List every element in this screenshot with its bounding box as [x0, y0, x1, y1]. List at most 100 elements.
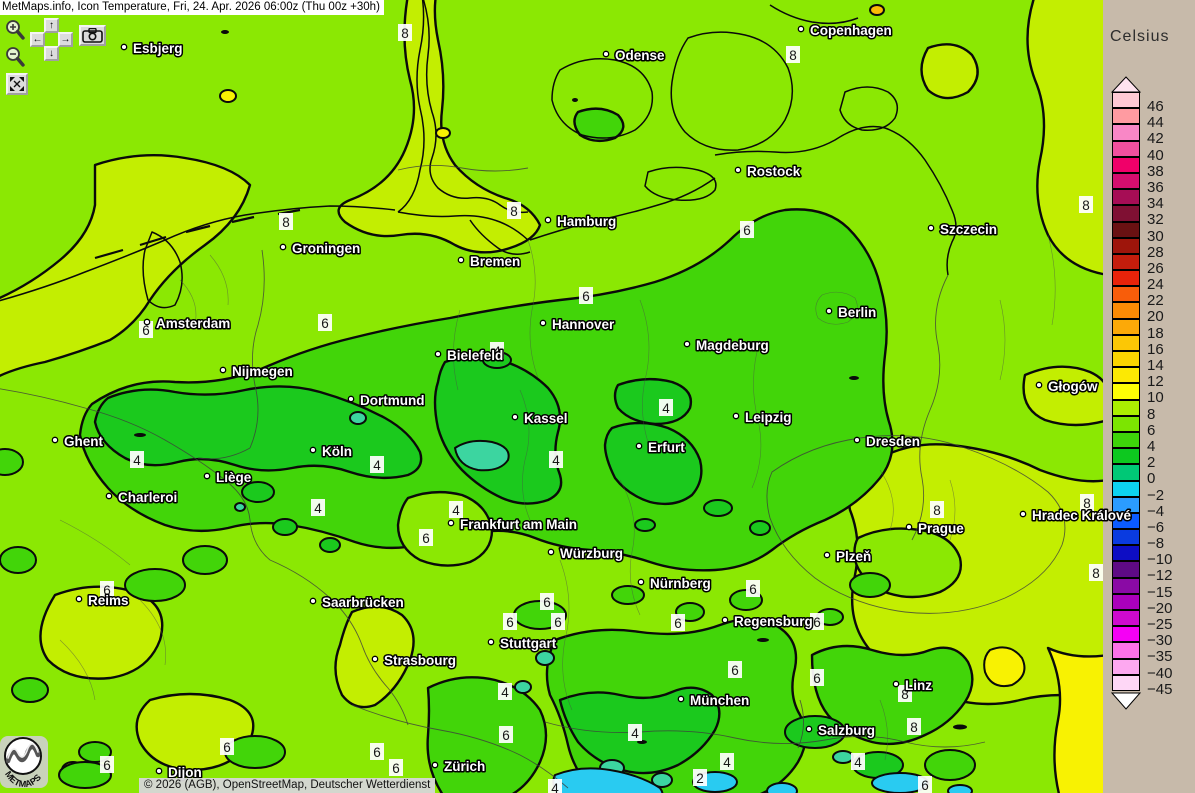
legend-swatch [1112, 626, 1140, 643]
contour-region-8-10 [0, 0, 1103, 772]
legend-swatch [1112, 270, 1140, 287]
legend-swatch [1112, 124, 1140, 141]
legend-label: 16 [1147, 340, 1164, 358]
legend-entry: 2 [1112, 448, 1155, 470]
legend-label: 36 [1147, 178, 1164, 196]
zoom-out-icon[interactable] [5, 46, 27, 70]
legend-label: 28 [1147, 243, 1164, 261]
legend-entry: 24 [1112, 270, 1164, 292]
legend-swatch [1112, 172, 1140, 190]
fullscreen-arrows-icon [10, 77, 24, 91]
legend-label: 30 [1147, 227, 1164, 245]
legend-swatch [1112, 529, 1140, 546]
legend-entry: −4 [1112, 496, 1164, 519]
legend-swatch [1112, 480, 1140, 497]
legend-entry: −15 [1112, 577, 1172, 600]
legend-label: 38 [1147, 162, 1164, 180]
contour-region-m2-0 [552, 767, 973, 793]
contour-specks [134, 30, 967, 744]
legend-entry: 28 [1112, 237, 1164, 260]
legend-entry: −10 [1112, 545, 1172, 567]
legend-entry: 18 [1112, 318, 1164, 341]
screenshot-button[interactable] [79, 25, 106, 46]
legend-swatch [1112, 545, 1140, 562]
legend-label: −10 [1147, 551, 1173, 569]
pan-down-button[interactable]: ↓ [44, 46, 59, 61]
legend-below-min-arrow [1111, 692, 1141, 710]
legend-entry: 16 [1112, 334, 1164, 357]
zoom-in-icon[interactable] [5, 19, 27, 43]
legend-swatch [1112, 448, 1140, 465]
legend-label: −12 [1147, 567, 1173, 585]
legend-entry: 46 [1112, 92, 1164, 114]
temperature-map[interactable] [0, 0, 1103, 793]
down-arrow-icon: ↓ [49, 47, 54, 59]
legend-swatch [1112, 318, 1140, 335]
legend-entry: 42 [1112, 124, 1164, 146]
legend-label: 20 [1147, 308, 1164, 326]
legend-swatch [1112, 205, 1140, 222]
legend-entry: −40 [1112, 658, 1172, 681]
legend-entry: 14 [1112, 351, 1164, 373]
legend-label: −35 [1147, 648, 1173, 666]
fullscreen-button[interactable] [6, 73, 28, 95]
legend-swatch [1112, 642, 1140, 659]
legend-swatch [1112, 351, 1140, 368]
country-borders [0, 164, 1066, 789]
legend-entry: −45 [1112, 674, 1172, 697]
legend-entry: 26 [1112, 253, 1164, 276]
legend-entry: 36 [1112, 172, 1164, 195]
legend-label: −25 [1147, 616, 1173, 633]
legend-swatch [1112, 383, 1140, 400]
legend-label: 46 [1147, 98, 1164, 115]
legend-entry: 4 [1112, 431, 1155, 454]
legend-label: −20 [1147, 599, 1173, 617]
pan-right-button[interactable]: → [58, 32, 73, 47]
legend-label: 8 [1147, 405, 1156, 423]
legend-swatch [1112, 415, 1140, 432]
legend-label: 22 [1147, 292, 1164, 310]
legend-title: Celsius [1110, 28, 1170, 45]
metmaps-logo-icon: METMAPS [0, 736, 48, 789]
pan-left-button[interactable]: ← [30, 32, 45, 47]
legend-label: 0 [1147, 470, 1156, 488]
legend-label: 26 [1147, 259, 1164, 277]
legend-swatch [1112, 496, 1140, 513]
legend-swatch [1112, 399, 1140, 416]
legend-label: 4 [1147, 437, 1156, 455]
legend-label: 42 [1147, 130, 1164, 148]
legend-swatch [1112, 221, 1140, 238]
camera-icon [82, 28, 103, 43]
warm-spot [869, 4, 885, 16]
legend-swatch [1112, 464, 1140, 481]
legend-label: −2 [1147, 486, 1165, 504]
right-arrow-icon: → [60, 33, 71, 45]
legend-entry: 12 [1112, 367, 1164, 389]
legend-swatch [1112, 156, 1140, 173]
legend-entry: 8 [1112, 399, 1155, 422]
legend-swatch [1112, 593, 1140, 610]
legend-above-max-arrow [1111, 76, 1141, 93]
copyright-bar: © 2026 (AGB), OpenStreetMap, Deutscher W… [139, 778, 436, 793]
legend-swatch [1112, 674, 1140, 691]
legend-swatch [1112, 286, 1140, 303]
legend-entry: −8 [1112, 529, 1164, 551]
legend-panel: Celsius 46 44 42 40 38 36 34 32 30 28 26 24 22 20 18 16… [1103, 0, 1195, 793]
legend-swatch [1112, 302, 1140, 319]
legend-label: −6 [1147, 518, 1165, 536]
pan-up-button[interactable]: ↑ [44, 18, 59, 33]
legend-swatch [1112, 108, 1140, 125]
legend-swatch [1112, 189, 1140, 206]
legend-label: 44 [1147, 114, 1164, 132]
map-title: MetMaps.info, Icon Temperature, Fri, 24.… [0, 0, 384, 15]
legend-label: 40 [1147, 146, 1164, 164]
legend-entry: 6 [1112, 415, 1155, 438]
legend-label: 12 [1147, 373, 1164, 391]
legend-label: 18 [1147, 324, 1164, 342]
legend-swatch [1112, 92, 1140, 109]
legend-swatch [1112, 367, 1140, 384]
legend-swatch [1112, 237, 1140, 254]
legend-label: −15 [1147, 583, 1173, 601]
legend-label: 34 [1147, 195, 1164, 213]
legend-swatch [1112, 512, 1140, 530]
